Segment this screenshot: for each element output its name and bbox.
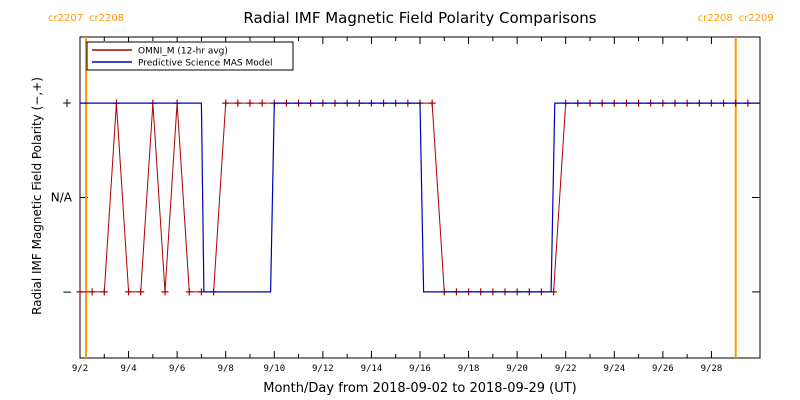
omni-data-point — [76, 288, 84, 296]
legend: OMNI_M (12-hr avg) Predictive Science MAS… — [86, 41, 294, 71]
x-tick-label: 9/24 — [603, 364, 625, 374]
y-tick-label: N/A — [51, 191, 73, 205]
omni-data-point — [88, 288, 96, 296]
legend-label: Predictive Science MAS Model — [138, 59, 273, 69]
x-tick-label: 9/12 — [312, 364, 334, 374]
x-tick-label: 9/28 — [701, 364, 723, 374]
x-axis-label: Month/Day from 2018-09-02 to 2018-09-29 … — [263, 381, 576, 396]
x-tick-label: 9/16 — [409, 364, 431, 374]
x-tick-label: 9/10 — [263, 364, 285, 374]
omni-series-line — [80, 102, 748, 293]
carrington-label-after: cr2209 — [739, 13, 774, 24]
x-tick-label: 9/20 — [506, 364, 528, 374]
carrington-label-before: cr2208 — [698, 13, 733, 24]
plot-area: 9/2 9/4 9/6 9/8 9/10 9/12 9/14 9/16 9/18 9/20 9/22… — [48, 13, 774, 374]
omni-data-point — [234, 99, 242, 107]
omni-data-point — [246, 99, 254, 107]
omni-data-point — [222, 99, 230, 107]
plot-frame — [79, 36, 761, 359]
model-series-line — [80, 102, 760, 293]
y-axis-label: Radial IMF Magnetic Field Polarity (−,+) — [30, 77, 44, 315]
y-tick-label: + — [62, 96, 72, 110]
x-tick-label: 9/18 — [458, 364, 480, 374]
carrington-label-before: cr2207 — [48, 13, 83, 24]
legend-label: OMNI_M (12-hr avg) — [138, 47, 228, 57]
omni-data-point — [258, 99, 266, 107]
x-tick-label: 9/8 — [218, 364, 234, 374]
y-tick-label: − — [62, 285, 72, 299]
carrington-label-after: cr2208 — [89, 13, 124, 24]
x-tick-label: 9/2 — [72, 364, 88, 374]
x-tick-label: 9/4 — [120, 364, 136, 374]
omni-data-point — [428, 99, 436, 107]
x-tick-label: 9/6 — [169, 364, 185, 374]
x-tick-label: 9/26 — [652, 364, 674, 374]
omni-data-point — [100, 288, 108, 296]
chart-title: Radial IMF Magnetic Field Polarity Compa… — [243, 9, 596, 27]
x-tick-label: 9/14 — [361, 364, 383, 374]
omni-data-point — [185, 288, 193, 296]
omni-data-point — [125, 288, 133, 296]
omni-data-point — [161, 288, 169, 296]
x-tick-label: 9/22 — [555, 364, 577, 374]
legend-box — [86, 41, 294, 71]
omni-data-point — [137, 288, 145, 296]
